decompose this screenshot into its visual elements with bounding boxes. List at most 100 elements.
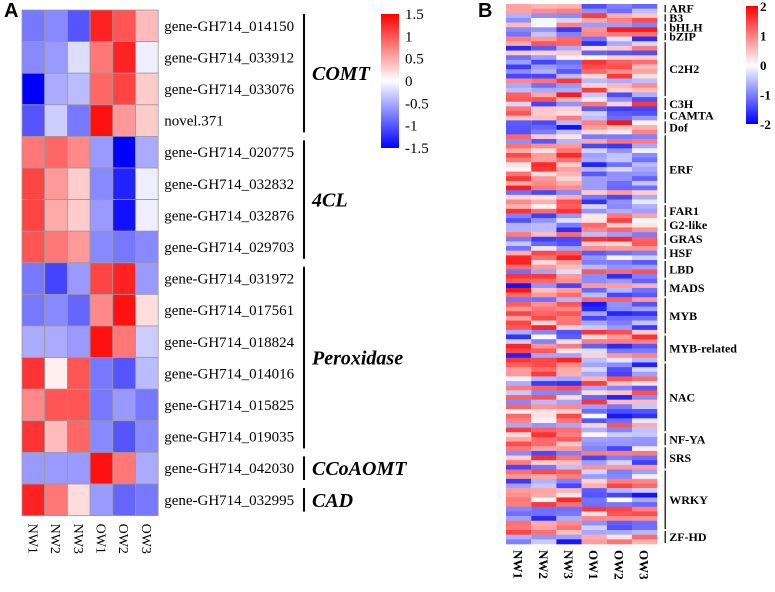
heatmap-b-cell (531, 97, 557, 103)
heatmap-b-cell (506, 506, 532, 512)
heatmap-b-cell (506, 469, 532, 475)
heatmap-b-cell (606, 301, 632, 307)
heatmap-b-cell (606, 381, 632, 387)
heatmap-a-cell (21, 41, 46, 74)
panel-b-label: B (478, 0, 492, 22)
heatmap-b-cell (506, 83, 532, 89)
heatmap-a-cell (135, 135, 159, 169)
column-label: NW1 (511, 550, 526, 579)
heatmap-b-cell (632, 87, 658, 93)
heatmap-b-cell (606, 367, 632, 373)
heatmap-a-cell (135, 167, 159, 201)
heatmap-b-cell (581, 469, 607, 475)
heatmap-b-cell (632, 255, 658, 261)
heatmap-b-cell (581, 353, 607, 359)
heatmap-b-cell (531, 176, 557, 182)
heatmap-b-cell (632, 204, 658, 210)
heatmap-b-cell (506, 101, 532, 107)
heatmap-b-cell (581, 292, 607, 298)
heatmap-b-cell (556, 506, 582, 512)
heatmap-b-cell (606, 8, 632, 14)
heatmap-b-cell (606, 260, 632, 265)
heatmap-b-cell (606, 106, 632, 112)
heatmap-a-cell (67, 388, 91, 422)
heatmap-b-cell (632, 50, 658, 56)
heatmap-a-cell (67, 104, 91, 137)
heatmap-b-cell (581, 69, 607, 75)
heatmap-b-cell (581, 106, 607, 112)
heatmap-b-cell (606, 395, 632, 400)
heatmap-b-cell (632, 371, 658, 377)
heatmap-b-cell (581, 218, 607, 224)
heatmap-b-cell (581, 511, 607, 517)
heatmap-b-cell (632, 115, 658, 121)
heatmap-b-cell (531, 17, 557, 23)
heatmap-b-cell (606, 73, 632, 79)
heatmap-b-cell (606, 371, 632, 377)
heatmap-b-cell (581, 4, 607, 9)
heatmap-b-cell (581, 287, 607, 293)
heatmap-b-cell (606, 22, 632, 28)
heatmap-a-cell (21, 483, 46, 517)
heatmap-b-cell (606, 162, 632, 168)
heatmap-b-cell (606, 134, 632, 140)
heatmap-b-cell (606, 222, 632, 228)
heatmap-b-cell (506, 59, 532, 65)
heatmap-a-cell (21, 230, 46, 264)
heatmap-b-cell (581, 36, 607, 42)
heatmap-b-cell (556, 460, 582, 466)
heatmap-b-cell (531, 329, 557, 335)
heatmap-b-cell (606, 329, 632, 335)
heatmap-b-cell (632, 125, 658, 130)
heatmap-b-cell (632, 166, 658, 172)
heatmap-b-cell (632, 78, 658, 84)
group-label: Peroxidase (311, 348, 403, 370)
heatmap-b-cell (581, 334, 607, 340)
heatmap-b-cell (581, 97, 607, 103)
heatmap-b-cell (606, 432, 632, 438)
heatmap-a-cell (44, 199, 68, 232)
heatmap-b-cell (506, 404, 532, 410)
heatmap-b-cell (556, 64, 582, 70)
heatmap-b-cell (632, 106, 658, 112)
heatmap-b-cell (531, 241, 557, 247)
heatmap-a-cell (112, 41, 136, 74)
heatmap-b-cell (556, 422, 582, 428)
heatmap-a-cell (112, 262, 136, 295)
heatmap-b-cell (556, 371, 582, 377)
heatmap-b-cell (556, 348, 582, 354)
heatmap-b-cell (531, 139, 557, 144)
heatmap-b-cell (632, 22, 658, 28)
heatmap-b-cell (556, 139, 582, 144)
heatmap-a-cell (89, 483, 114, 517)
heatmap-b-cell (556, 511, 582, 517)
heatmap-a-cell (135, 420, 159, 453)
heatmap-b-cell (506, 534, 532, 540)
heatmap-b-cell (556, 301, 582, 307)
heatmap-b-cell (531, 250, 557, 256)
legend-tick: 0 (760, 58, 767, 73)
heatmap-b-cell (632, 339, 658, 345)
heatmap-b-cell (581, 59, 607, 65)
heatmap-b-cell (506, 376, 532, 382)
heatmap-b-cell (606, 488, 632, 494)
heatmap-b-cell (581, 297, 607, 303)
heatmap-b-cell (556, 409, 582, 414)
heatmap-b-cell (632, 427, 658, 433)
heatmap-b-cell (581, 371, 607, 377)
heatmap-b-cell (581, 348, 607, 354)
heatmap-b-cell (506, 464, 532, 470)
heatmap-b-cell (531, 204, 557, 210)
heatmap-a-cell (112, 388, 136, 422)
heatmap-b-cell (606, 69, 632, 75)
heatmap-b-cell (506, 190, 532, 196)
heatmap-b-cell (556, 367, 582, 373)
heatmap-b-cell (581, 139, 607, 144)
heatmap-b-cell (531, 446, 557, 452)
heatmap-a-cell (21, 199, 46, 232)
heatmap-b-cell (606, 213, 632, 219)
heatmap-b-cell (556, 353, 582, 359)
heatmap-a-cell (112, 230, 136, 264)
gene-label: gene-GH714_019035 (164, 430, 294, 446)
heatmap-b-cell (556, 69, 582, 75)
